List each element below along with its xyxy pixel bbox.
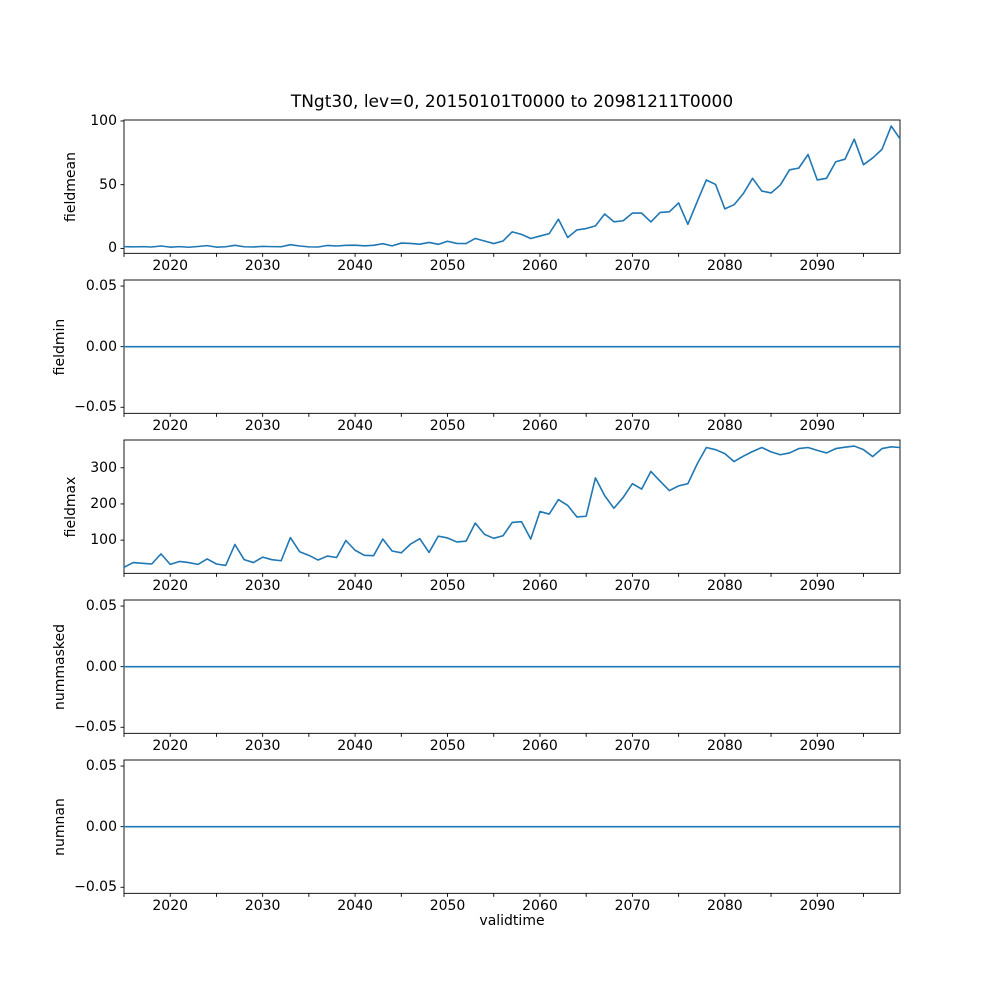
x-tick-label: 2080	[707, 738, 743, 755]
x-tick-label: 2050	[429, 258, 466, 275]
x-tick-label: 2070	[614, 258, 651, 275]
y-tick-label: 0.00	[85, 338, 117, 355]
x-tick-label: 2040	[337, 258, 373, 275]
x-tick-label: 2050	[429, 898, 466, 915]
x-tick-label: 2070	[614, 418, 651, 435]
x-tick-label: 2080	[707, 258, 743, 275]
x-tick-label: 2030	[244, 738, 281, 755]
y-tick-label: 0.05	[85, 598, 117, 615]
x-tick-label: 2060	[522, 418, 558, 435]
x-tick-label: 2080	[707, 578, 743, 595]
x-tick-label: 2090	[799, 578, 836, 595]
subplot-fieldmean	[120, 119, 901, 257]
x-tick-label: 2020	[152, 418, 189, 435]
subplot-fieldmin	[120, 279, 901, 417]
x-tick-label: 2090	[799, 258, 836, 275]
spines	[123, 119, 901, 254]
y-tick-label: 0.05	[85, 758, 117, 775]
x-tick-label: 2020	[152, 258, 189, 275]
x-tick-label: 2080	[707, 898, 743, 915]
x-tick-label: 2070	[614, 578, 651, 595]
y-tick-label: −0.05	[74, 879, 117, 896]
subplot-numnan	[120, 759, 901, 897]
x-tick-label: 2020	[152, 738, 189, 755]
x-tick-label: 2020	[152, 578, 189, 595]
axes-frame-fieldmin	[120, 279, 901, 417]
chart-title: TNgt30, lev=0, 20150101T0000 to 20981211…	[290, 92, 734, 112]
x-tick-label: 2030	[244, 258, 281, 275]
y-tick-label: 0.00	[85, 818, 117, 835]
x-tick-label: 2060	[522, 258, 558, 275]
axes-frame-nummasked	[120, 599, 901, 737]
y-tick-label: 100	[90, 532, 117, 549]
spines	[123, 439, 901, 574]
y-tick-label: −0.05	[74, 399, 117, 416]
axes-frame-fieldmax	[120, 439, 901, 577]
x-tick-label: 2050	[429, 578, 466, 595]
y-tick-label: 100	[90, 112, 117, 129]
x-axis-label: validtime	[479, 913, 545, 929]
x-tick-label: 2040	[337, 578, 373, 595]
x-tick-label: 2060	[522, 738, 558, 755]
subplot-nummasked	[120, 599, 901, 737]
x-tick-label: 2090	[799, 418, 836, 435]
x-tick-label: 2030	[244, 418, 281, 435]
x-tick-label: 2080	[707, 418, 743, 435]
y-tick-label: 0.05	[85, 278, 117, 295]
x-tick-label: 2040	[337, 738, 373, 755]
x-tick-label: 2030	[244, 898, 281, 915]
y-tick-label: 0.00	[85, 658, 117, 675]
y-tick-label: 50	[99, 176, 117, 193]
axes-frame-fieldmean	[120, 119, 901, 257]
y-tick-label: 200	[90, 495, 117, 512]
x-tick-label: 2060	[522, 898, 558, 915]
x-tick-label: 2060	[522, 578, 558, 595]
y-tick-label: 0	[108, 240, 117, 257]
line-fieldmean	[123, 125, 901, 249]
x-tick-label: 2030	[244, 578, 281, 595]
x-tick-label: 2090	[799, 898, 836, 915]
x-tick-label: 2070	[614, 738, 651, 755]
line-fieldmax	[123, 445, 901, 569]
x-tick-label: 2020	[152, 898, 189, 915]
y-tick-label: −0.05	[74, 719, 117, 736]
x-tick-label: 2040	[337, 418, 373, 435]
x-tick-label: 2070	[614, 898, 651, 915]
x-tick-label: 2090	[799, 738, 836, 755]
subplot-fieldmax	[120, 439, 901, 577]
y-tick-label: 300	[90, 459, 117, 476]
axes-frame-numnan	[120, 759, 901, 897]
x-tick-label: 2050	[429, 418, 466, 435]
x-tick-label: 2050	[429, 738, 466, 755]
x-tick-label: 2040	[337, 898, 373, 915]
